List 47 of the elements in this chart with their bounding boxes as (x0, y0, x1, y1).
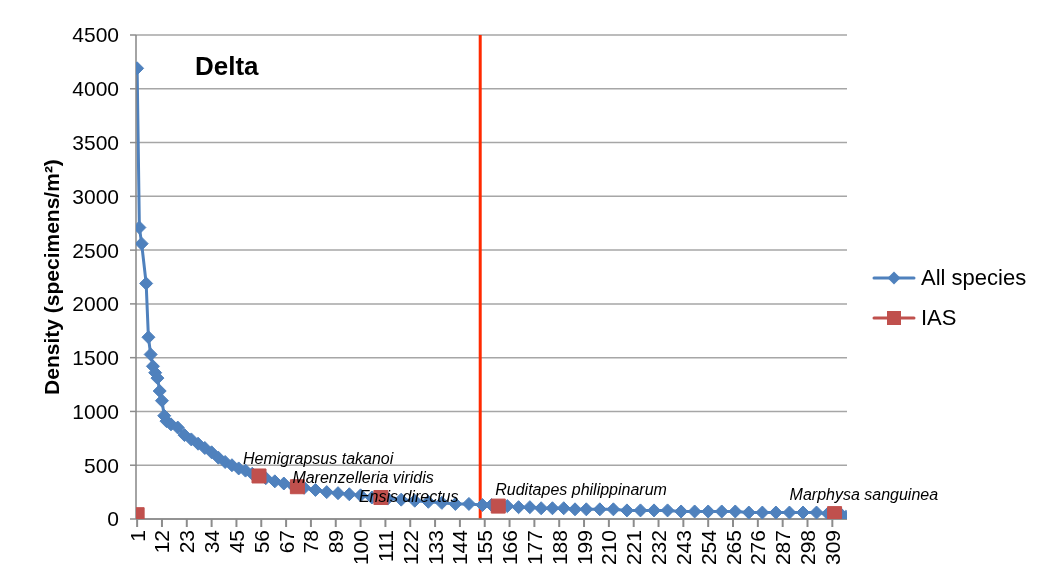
x-tick-label: 155 (473, 530, 497, 566)
x-tick-label: 100 (349, 530, 373, 566)
y-tick-label: 3500 (72, 131, 119, 155)
x-tick-label: 287 (771, 530, 795, 566)
y-tick-label: 2500 (72, 238, 119, 262)
x-tick-label: 34 (200, 529, 224, 554)
y-tick-label: 1000 (72, 399, 119, 423)
x-tick-label: 23 (175, 530, 199, 554)
x-tick-label: 144 (448, 529, 472, 566)
y-tick-label: 2000 (72, 292, 119, 316)
x-tick-label: 111 (373, 530, 397, 562)
x-tick-label: 243 (671, 530, 695, 566)
x-tick-label: 298 (796, 530, 819, 566)
legend-label: IAS (921, 305, 957, 331)
x-tick-label: 177 (522, 530, 546, 566)
y-tick-label: 3000 (72, 184, 119, 208)
x-tick-label: 12 (150, 530, 174, 554)
annotation: Marenzelleria viridis (292, 468, 434, 486)
y-tick-label: 0 (107, 507, 119, 531)
x-tick-label: 67 (274, 530, 298, 554)
x-tick-label: 45 (224, 530, 248, 554)
x-tick-label: 122 (398, 530, 422, 566)
x-tick-label: 276 (746, 530, 770, 566)
y-tick-label: 4500 (72, 23, 119, 47)
x-tick-label: 210 (597, 530, 621, 566)
x-tick-label: 232 (647, 530, 671, 566)
x-tick-label: 265 (721, 530, 745, 566)
text: Delta (195, 51, 259, 82)
x-tick-label: 1 (125, 530, 149, 542)
x-tick-label: 166 (498, 530, 522, 566)
x-tick-label: 78 (299, 530, 323, 554)
x-tick-label: 188 (547, 530, 571, 566)
x-tick-label: 254 (696, 529, 720, 566)
y-tick-label: 500 (83, 453, 119, 477)
legend-label: All species (921, 265, 1027, 291)
x-tick-label: 56 (249, 530, 273, 554)
y-tick-label: 4000 (72, 77, 119, 101)
y-tick-label: 1500 (72, 346, 119, 370)
annotation: Ruditapes philippinarum (495, 481, 667, 499)
x-tick-label: 221 (622, 530, 646, 566)
x-tick-label: 133 (423, 530, 447, 566)
x-tick-label: 89 (324, 530, 348, 554)
y-axis-title: Density (specimens/m²) (40, 159, 64, 395)
annotation: Marphysa sanguinea (789, 485, 939, 503)
x-tick-label: 199 (572, 530, 596, 566)
annotation: Hemigrapsus takanoi (243, 449, 394, 467)
x-tick-label: 309 (820, 530, 844, 566)
